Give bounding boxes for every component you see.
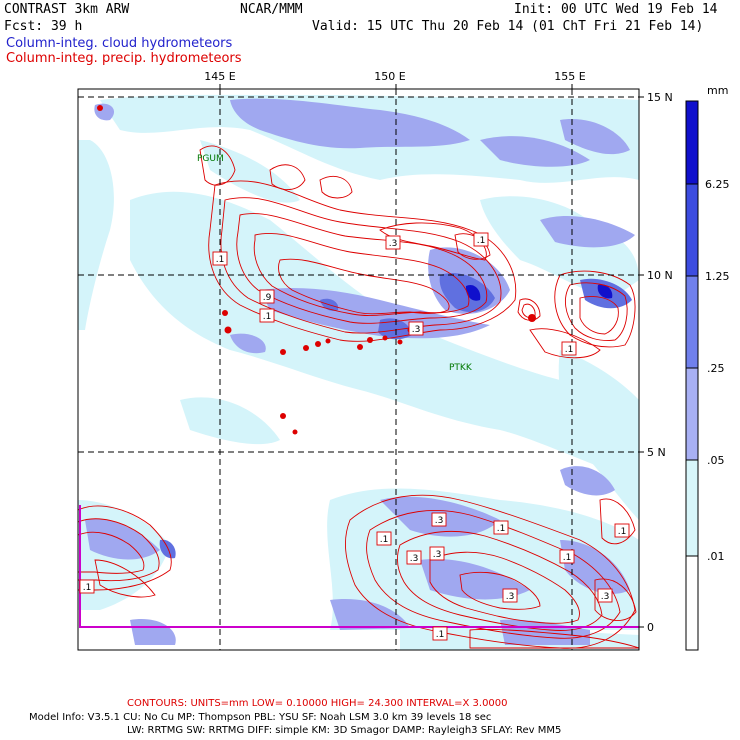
precip-contours <box>78 145 639 649</box>
contour-label: .1 <box>473 232 489 247</box>
lon-label: 145 E <box>204 70 235 83</box>
svg-text:.1: .1 <box>618 527 627 537</box>
map-field-layer: .1 .3 .1 .9 .1 .3 .1 .3 .1 .3 .1 .3 .1 .… <box>78 89 639 650</box>
contour-label: .1 <box>559 549 575 564</box>
contour-label: .3 <box>431 512 447 527</box>
lon-label: 155 E <box>554 70 585 83</box>
station-ptkk: PTKK <box>449 363 473 373</box>
contour-label: .3 <box>406 550 422 565</box>
colorbar-label: 1.25 <box>705 270 730 283</box>
svg-text:.1: .1 <box>263 312 272 322</box>
svg-text:.3: .3 <box>601 592 610 602</box>
contour-label: .3 <box>408 321 424 336</box>
lat-label: 0 <box>647 621 654 634</box>
cloud-field-label: Column-integ. cloud hydrometeors <box>6 36 233 51</box>
colorbar-label: .01 <box>707 550 725 563</box>
svg-text:.3: .3 <box>412 325 421 335</box>
map-ticks <box>219 84 644 628</box>
lat-label: 15 N <box>647 91 673 104</box>
model-info-line1: Model Info: V3.5.1 CU: No Cu MP: Thompso… <box>29 712 492 723</box>
domain-boundary-line <box>79 505 639 628</box>
lat-lon-grid <box>78 89 639 650</box>
svg-text:.1: .1 <box>216 255 225 265</box>
contour-label: .1 <box>493 520 509 535</box>
center-name: NCAR/MMM <box>240 2 303 17</box>
contour-info: CONTOURS: UNITS=mm LOW= 0.10000 HIGH= 24… <box>127 698 508 709</box>
cloud-deep-areas <box>465 284 613 301</box>
contour-label: .1 <box>79 579 95 594</box>
contour-label: .9 <box>259 289 275 304</box>
contour-label: .1 <box>376 531 392 546</box>
colorbar-unit: mm <box>707 84 728 97</box>
contour-label: .1 <box>432 626 448 641</box>
lat-label: 5 N <box>647 446 666 459</box>
svg-text:.3: .3 <box>435 516 444 526</box>
contour-label: .1 <box>614 523 630 538</box>
contour-label: .3 <box>597 588 613 603</box>
svg-text:.3: .3 <box>389 239 398 249</box>
model-info-line2: LW: RRTMG SW: RRTMG DIFF: simple KM: 3D … <box>127 725 562 736</box>
colorbar-label: .25 <box>707 362 725 375</box>
svg-text:.3: .3 <box>410 554 419 564</box>
contour-label: .3 <box>502 588 518 603</box>
precip-field-label: Column-integ. precip. hydrometeors <box>6 51 242 66</box>
contour-label: .3 <box>385 235 401 250</box>
colorbar: mm 6.25 1.25 .25 .05 .01 <box>685 84 730 651</box>
valid-time: Valid: 15 UTC Thu 20 Feb 14 (01 ChT Fri … <box>312 19 704 34</box>
svg-text:.1: .1 <box>436 630 445 640</box>
contour-value-labels: .1 .3 .1 .9 .1 .3 .1 .3 .1 .3 .1 .3 .1 .… <box>79 232 630 641</box>
contour-label: .1 <box>259 308 275 323</box>
contour-label: .3 <box>429 546 445 561</box>
model-title: CONTRAST 3km ARW <box>4 2 130 17</box>
svg-text:.3: .3 <box>433 550 442 560</box>
svg-text:.1: .1 <box>497 524 506 534</box>
lon-labels: 145 E 150 E 155 E <box>204 70 585 83</box>
station-pgum: PGUM <box>197 154 224 164</box>
svg-text:.1: .1 <box>380 535 389 545</box>
forecast-hour: Fcst: 39 h <box>4 19 83 34</box>
contour-label: .1 <box>561 341 577 356</box>
contour-label: .1 <box>212 251 228 266</box>
svg-text:.1: .1 <box>565 345 574 355</box>
station-markers: PGUM PTKK <box>197 154 473 373</box>
lat-label: 10 N <box>647 269 673 282</box>
svg-text:.9: .9 <box>263 293 272 303</box>
lon-label: 150 E <box>374 70 405 83</box>
colorbar-label: .05 <box>707 454 725 467</box>
colorbar-label: 6.25 <box>705 178 730 191</box>
lat-labels: 15 N 10 N 5 N 0 <box>647 91 673 634</box>
svg-text:.1: .1 <box>83 583 92 593</box>
init-time: Init: 00 UTC Wed 19 Feb 14 <box>514 2 718 17</box>
svg-text:.1: .1 <box>477 236 486 246</box>
svg-text:.3: .3 <box>506 592 515 602</box>
svg-text:.1: .1 <box>563 553 572 563</box>
map-frame <box>77 88 640 651</box>
